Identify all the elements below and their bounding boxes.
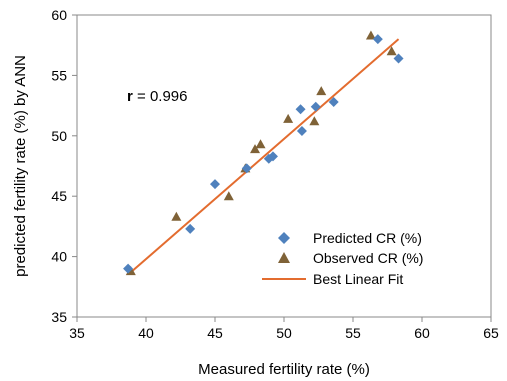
legend-label-observed: Observed CR (%) xyxy=(313,250,423,266)
x-tick-label: 55 xyxy=(345,325,361,341)
plot-area xyxy=(76,14,492,318)
predicted-point xyxy=(185,223,196,234)
observed-point xyxy=(283,113,294,123)
x-tick-label: 40 xyxy=(138,325,154,341)
x-axis: 35 40 45 50 55 60 65 xyxy=(69,317,499,341)
y-tick-label: 40 xyxy=(51,249,67,265)
legend: Predicted CR (%) Observed CR (%) Best Li… xyxy=(262,230,423,287)
observed-point xyxy=(365,30,376,40)
predicted-point xyxy=(210,179,220,190)
predicted-point xyxy=(310,101,321,112)
predicted-point xyxy=(123,263,134,274)
r-symbol: r xyxy=(127,88,133,105)
r-annotation: r = 0.996 xyxy=(127,88,187,105)
observed-point xyxy=(171,211,182,221)
observed-point xyxy=(223,191,234,201)
points-layer xyxy=(123,30,404,276)
best-fit-line xyxy=(130,38,400,274)
observed-point xyxy=(255,139,266,149)
legend-item-fit: Best Linear Fit xyxy=(262,271,403,287)
y-tick-label: 50 xyxy=(51,128,67,144)
predicted-point xyxy=(328,96,339,107)
y-tick-label: 60 xyxy=(51,7,67,23)
predicted-point xyxy=(296,125,307,136)
observed-point xyxy=(386,46,397,56)
x-axis-label: Measured fertility rate (%) xyxy=(198,361,370,378)
predicted-point xyxy=(393,53,404,64)
x-tick-label: 45 xyxy=(207,325,223,341)
predicted-point xyxy=(372,34,383,45)
legend-label-predicted: Predicted CR (%) xyxy=(313,230,422,246)
observed-point xyxy=(309,116,320,126)
y-tick-label: 45 xyxy=(51,188,67,204)
legend-item-predicted: Predicted CR (%) xyxy=(278,230,422,246)
x-tick-label: 35 xyxy=(69,325,85,341)
legend-triangle-marker xyxy=(278,252,290,263)
y-axis: 35 40 45 50 55 60 xyxy=(51,7,77,325)
predicted-point xyxy=(241,163,252,174)
y-tick-label: 35 xyxy=(51,309,67,325)
r-value: = 0.996 xyxy=(133,88,188,105)
y-tick-label: 55 xyxy=(51,67,67,83)
fit-line-layer xyxy=(130,38,400,274)
observed-point xyxy=(316,86,327,96)
x-tick-label: 50 xyxy=(276,325,292,341)
predicted-point xyxy=(267,151,278,162)
legend-diamond-marker xyxy=(278,232,290,244)
x-tick-label: 65 xyxy=(483,325,499,341)
y-axis-label: predicted fertility rate (%) by ANN xyxy=(12,55,29,277)
predicted-point xyxy=(295,104,306,115)
legend-label-fit: Best Linear Fit xyxy=(313,271,403,287)
legend-item-observed: Observed CR (%) xyxy=(278,250,423,266)
x-tick-label: 60 xyxy=(414,325,430,341)
observed-point xyxy=(250,144,261,154)
